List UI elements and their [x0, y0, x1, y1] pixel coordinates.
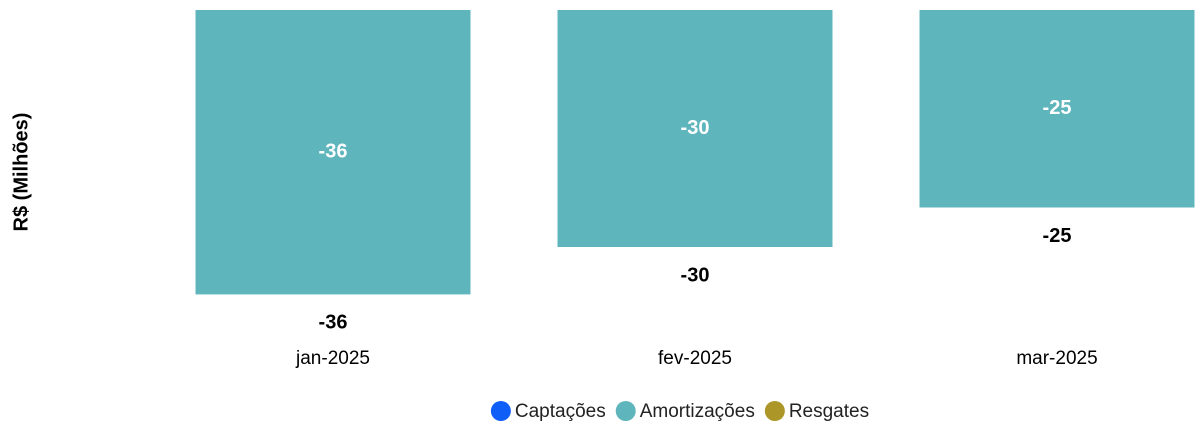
total-label: -36	[319, 312, 348, 334]
y-axis-label: R$ (Milhões)	[10, 113, 32, 232]
bar	[919, 10, 1195, 208]
bar	[195, 10, 471, 295]
legend-label: Amortizações	[640, 401, 755, 422]
legend-marker	[615, 401, 636, 421]
legend-marker	[764, 401, 785, 421]
legend-label: Captações	[515, 401, 606, 422]
bar	[557, 10, 833, 247]
total-label: -30	[681, 264, 710, 286]
total-label: -25	[1043, 225, 1072, 247]
x-tick-label: mar-2025	[1016, 348, 1097, 369]
bar-value-label: -25	[1043, 97, 1072, 119]
bar-value-label: -30	[681, 117, 710, 139]
legend-marker	[490, 401, 511, 421]
x-tick-label: jan-2025	[295, 348, 370, 369]
bar-value-label: -36	[319, 140, 348, 162]
x-tick-label: fev-2025	[658, 348, 732, 369]
legend-label: Resgates	[789, 401, 869, 422]
